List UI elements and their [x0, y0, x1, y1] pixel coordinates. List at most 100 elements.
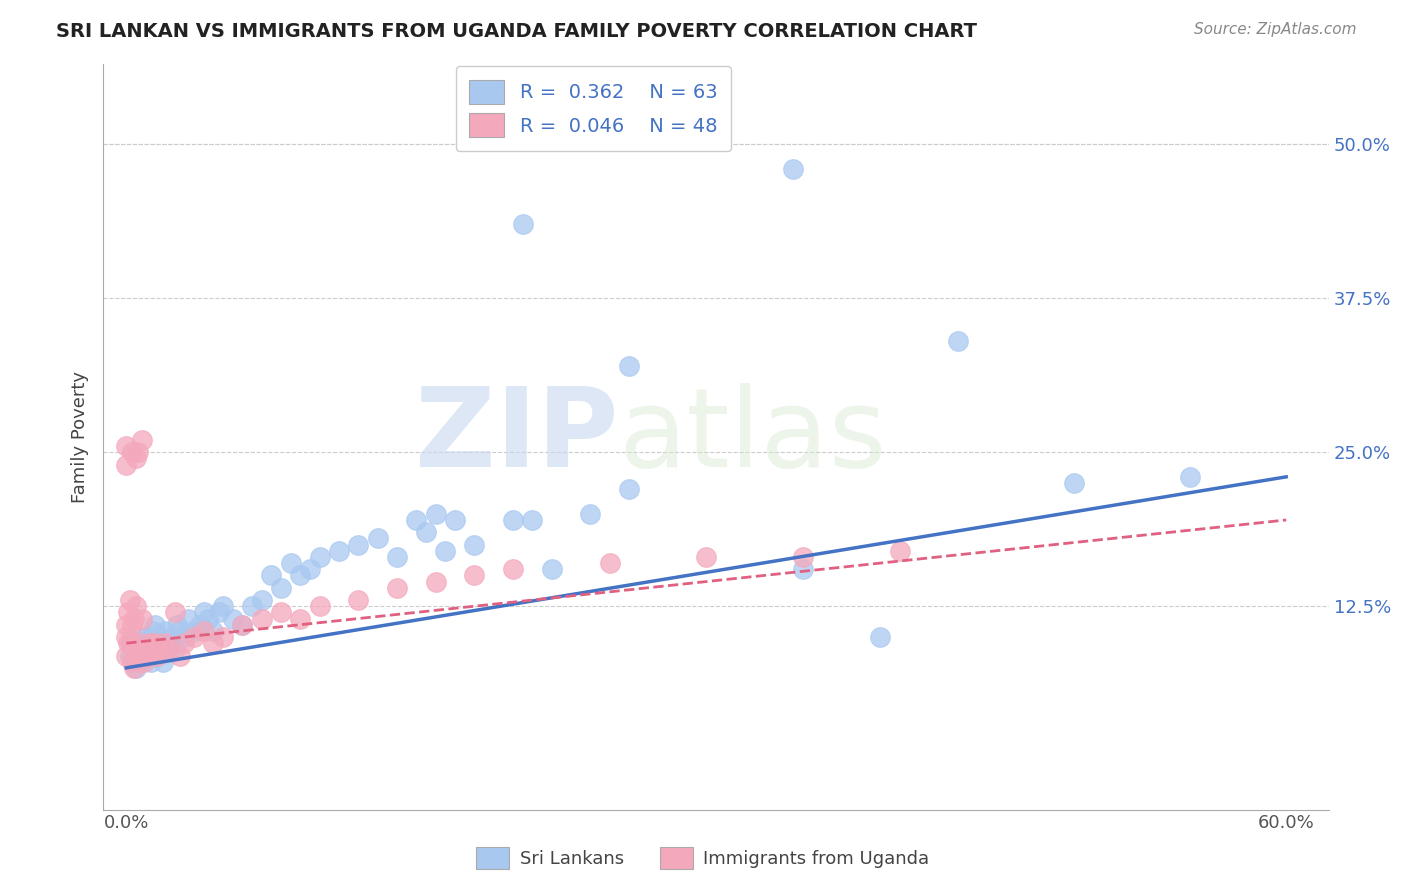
Point — [208, 606, 231, 620]
Point — [463, 538, 485, 552]
Y-axis label: Family Poverty: Family Poverty — [72, 371, 89, 503]
Point — [117, 636, 139, 650]
Legend: Sri Lankans, Immigrants from Uganda: Sri Lankans, Immigrants from Uganda — [470, 839, 936, 876]
Point — [115, 617, 138, 632]
Point — [599, 556, 621, 570]
Point — [128, 655, 150, 669]
Point — [143, 636, 166, 650]
Point — [150, 642, 173, 657]
Point — [127, 630, 149, 644]
Point — [385, 549, 408, 564]
Point — [193, 606, 215, 620]
Point — [163, 642, 186, 657]
Point — [617, 359, 640, 373]
Point — [617, 482, 640, 496]
Point — [270, 581, 292, 595]
Point — [290, 568, 312, 582]
Point — [120, 648, 142, 663]
Point — [415, 525, 437, 540]
Text: Source: ZipAtlas.com: Source: ZipAtlas.com — [1194, 22, 1357, 37]
Point — [121, 655, 143, 669]
Point — [131, 433, 153, 447]
Point — [869, 630, 891, 644]
Point — [131, 611, 153, 625]
Point — [792, 562, 814, 576]
Point — [425, 507, 447, 521]
Point — [188, 617, 211, 632]
Text: ZIP: ZIP — [415, 384, 617, 491]
Text: SRI LANKAN VS IMMIGRANTS FROM UGANDA FAMILY POVERTY CORRELATION CHART: SRI LANKAN VS IMMIGRANTS FROM UGANDA FAM… — [56, 22, 977, 41]
Point — [143, 617, 166, 632]
Point — [183, 630, 205, 644]
Point — [169, 624, 191, 638]
Point — [120, 593, 142, 607]
Point — [308, 549, 330, 564]
Point — [298, 562, 321, 576]
Point — [115, 630, 138, 644]
Point — [122, 611, 145, 625]
Point — [125, 661, 148, 675]
Point — [117, 606, 139, 620]
Point — [328, 543, 350, 558]
Point — [522, 513, 544, 527]
Point — [153, 636, 176, 650]
Point — [231, 617, 253, 632]
Point — [512, 217, 534, 231]
Point — [240, 599, 263, 614]
Point — [135, 648, 157, 663]
Point — [212, 630, 235, 644]
Point — [121, 636, 143, 650]
Point — [146, 636, 169, 650]
Point — [148, 630, 170, 644]
Point — [183, 624, 205, 638]
Point — [141, 655, 163, 669]
Point — [1178, 470, 1201, 484]
Point — [150, 642, 173, 657]
Point — [135, 630, 157, 644]
Point — [159, 630, 181, 644]
Point — [792, 549, 814, 564]
Point — [135, 648, 157, 663]
Point — [138, 636, 160, 650]
Point — [115, 439, 138, 453]
Point — [231, 617, 253, 632]
Point — [250, 611, 273, 625]
Point — [142, 624, 165, 638]
Point — [425, 574, 447, 589]
Point — [163, 606, 186, 620]
Point — [115, 648, 138, 663]
Point — [131, 642, 153, 657]
Point — [202, 624, 225, 638]
Point — [444, 513, 467, 527]
Point — [347, 593, 370, 607]
Point — [128, 636, 150, 650]
Point — [125, 642, 148, 657]
Point — [157, 636, 180, 650]
Point — [385, 581, 408, 595]
Point — [308, 599, 330, 614]
Point — [173, 636, 195, 650]
Point — [463, 568, 485, 582]
Point — [502, 562, 524, 576]
Point — [260, 568, 283, 582]
Text: atlas: atlas — [617, 384, 886, 491]
Point — [153, 624, 176, 638]
Point — [434, 543, 457, 558]
Point — [136, 636, 159, 650]
Point — [946, 334, 969, 349]
Point — [132, 655, 155, 669]
Point — [152, 655, 174, 669]
Point — [270, 606, 292, 620]
Point — [138, 642, 160, 657]
Point — [579, 507, 602, 521]
Point — [250, 593, 273, 607]
Point — [540, 562, 562, 576]
Point — [136, 642, 159, 657]
Legend: R =  0.362    N = 63, R =  0.046    N = 48: R = 0.362 N = 63, R = 0.046 N = 48 — [456, 66, 731, 151]
Point — [212, 599, 235, 614]
Point — [122, 661, 145, 675]
Point — [121, 617, 143, 632]
Point — [202, 636, 225, 650]
Point — [125, 451, 148, 466]
Point — [695, 549, 717, 564]
